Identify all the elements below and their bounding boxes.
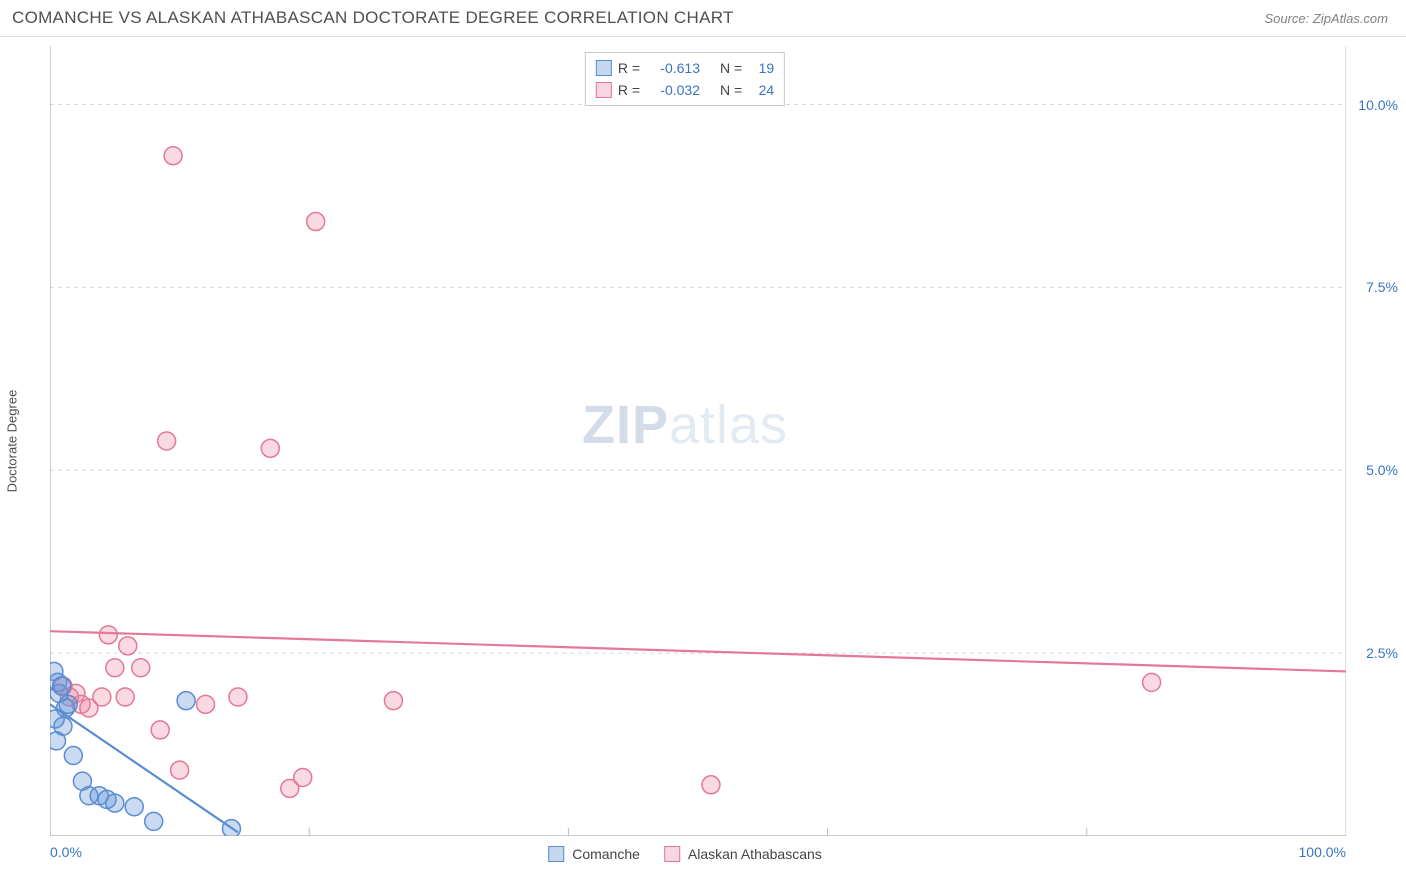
x-axis-min-label: 0.0% — [50, 844, 82, 860]
y-tick-label: 10.0% — [1358, 97, 1398, 113]
n-value: 24 — [748, 79, 774, 101]
y-tick-label: 7.5% — [1366, 279, 1398, 295]
x-axis-max-label: 100.0% — [1299, 844, 1346, 860]
y-axis-label: Doctorate Degree — [5, 390, 20, 493]
n-label: N = — [720, 79, 742, 101]
series-legend-item: Alaskan Athabascans — [664, 846, 822, 862]
legend-swatch — [596, 82, 612, 98]
legend-swatch — [548, 846, 564, 862]
series-legend-item: Comanche — [548, 846, 640, 862]
scatter-plot — [50, 46, 1346, 836]
series-legend: Comanche Alaskan Athabascans — [548, 846, 822, 862]
r-label: R = — [618, 79, 640, 101]
r-value: -0.032 — [646, 79, 700, 101]
series-legend-label: Alaskan Athabascans — [688, 846, 822, 862]
stats-legend-row: R = -0.032 N = 24 — [596, 79, 774, 101]
chart-title: COMANCHE VS ALASKAN ATHABASCAN DOCTORATE… — [12, 8, 734, 28]
n-value: 19 — [748, 57, 774, 79]
y-tick-label: 5.0% — [1366, 462, 1398, 478]
header: COMANCHE VS ALASKAN ATHABASCAN DOCTORATE… — [0, 0, 1406, 37]
chart-area: Doctorate Degree ZIPatlas R =-0.613N =19… — [24, 46, 1346, 836]
y-tick-label: 2.5% — [1366, 645, 1398, 661]
stats-legend-row: R = -0.613 N = 19 — [596, 57, 774, 79]
legend-swatch — [596, 60, 612, 76]
n-label: N = — [720, 57, 742, 79]
stats-legend: R = -0.613 N = 19 R = -0.032 N = 24 — [585, 52, 785, 106]
r-label: R = — [618, 57, 640, 79]
legend-swatch — [664, 846, 680, 862]
r-value: -0.613 — [646, 57, 700, 79]
source-label: Source: ZipAtlas.com — [1264, 11, 1388, 26]
series-legend-label: Comanche — [572, 846, 640, 862]
